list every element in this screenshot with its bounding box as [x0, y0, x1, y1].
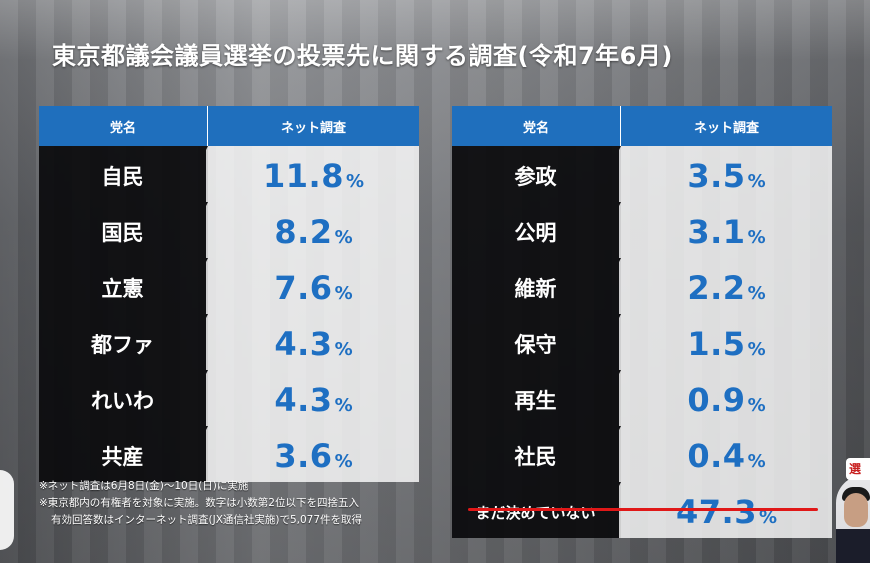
header-party: 党名: [452, 106, 621, 146]
survey-value: 4.3%: [208, 314, 419, 370]
table-row: 保守 1.5%: [452, 314, 832, 370]
value-number: 0.4: [687, 437, 746, 475]
value-number: 7.6: [274, 269, 333, 307]
percent-sign: %: [747, 395, 766, 416]
party-name: 参政: [452, 146, 621, 202]
value-number: 0.9: [687, 381, 746, 419]
percent-sign: %: [747, 451, 766, 472]
survey-value: 11.8%: [208, 146, 419, 202]
footnote: 有効回答数はインターネット調査(JX通信社実施)で5,077件を取得: [51, 514, 363, 526]
percent-sign: %: [747, 171, 766, 192]
percent-sign: %: [334, 339, 353, 360]
percent-sign: %: [747, 283, 766, 304]
header-survey: ネット調査: [208, 106, 419, 146]
value-number: 4.3: [274, 325, 333, 363]
value-number: 3.6: [274, 437, 333, 475]
percent-sign: %: [334, 451, 353, 472]
party-name: 都ファ: [39, 314, 208, 370]
survey-value: 3.6%: [208, 426, 419, 482]
footnote: ※東京都内の有権者を対象に実施。数字は小数第2位以下を四捨五入: [39, 497, 359, 509]
survey-value: 8.2%: [208, 202, 419, 258]
party-name: 社民: [452, 426, 621, 482]
table-row: 自民 11.8%: [39, 146, 419, 202]
value-number: 11.8: [263, 157, 344, 195]
value-number: 2.2: [687, 269, 746, 307]
survey-value: 0.9%: [621, 370, 832, 426]
highlight-underline: [468, 508, 818, 511]
survey-value: 7.6%: [208, 258, 419, 314]
percent-sign: %: [747, 227, 766, 248]
table-row: 立憲 7.6%: [39, 258, 419, 314]
table-row: 維新 2.2%: [452, 258, 832, 314]
percent-sign: %: [747, 339, 766, 360]
party-name: 再生: [452, 370, 621, 426]
results-table-left: 党名 ネット調査 自民 11.8% 国民 8.2% 立憲 7.6% 都ファ 4.…: [39, 106, 419, 482]
value-number: 3.5: [687, 157, 746, 195]
results-table-right: 党名 ネット調査 参政 3.5% 公明 3.1% 維新 2.2% 保守 1.5%…: [452, 106, 832, 538]
survey-value: 1.5%: [621, 314, 832, 370]
page-title: 東京都議会議員選挙の投票先に関する調査(令和7年6月): [52, 42, 673, 70]
party-name: 自民: [39, 146, 208, 202]
survey-value: 3.5%: [621, 146, 832, 202]
table-row: 都ファ 4.3%: [39, 314, 419, 370]
percent-sign: %: [334, 395, 353, 416]
footnotes: ※ネット調査は6月8日(金)～10日(日)に実施 ※東京都内の有権者を対象に実施…: [39, 478, 362, 529]
percent-sign: %: [334, 283, 353, 304]
value-number: 8.2: [274, 213, 333, 251]
table-row: 再生 0.9%: [452, 370, 832, 426]
survey-value: 4.3%: [208, 370, 419, 426]
party-name: 立憲: [39, 258, 208, 314]
party-name: 共産: [39, 426, 208, 482]
party-name: 保守: [452, 314, 621, 370]
party-name: れいわ: [39, 370, 208, 426]
table-row: 社民 0.4%: [452, 426, 832, 482]
table-row: 参政 3.5%: [452, 146, 832, 202]
table-row: れいわ 4.3%: [39, 370, 419, 426]
header-party: 党名: [39, 106, 208, 146]
party-name: 国民: [39, 202, 208, 258]
value-number: 1.5: [687, 325, 746, 363]
presenter-image: [836, 475, 870, 563]
survey-value: 0.4%: [621, 426, 832, 482]
party-name: 維新: [452, 258, 621, 314]
left-edge-graphic: [0, 470, 14, 550]
percent-sign: %: [334, 227, 353, 248]
party-name: 公明: [452, 202, 621, 258]
survey-value: 3.1%: [621, 202, 832, 258]
table-row: 公明 3.1%: [452, 202, 832, 258]
table-row: 国民 8.2%: [39, 202, 419, 258]
footnote: ※ネット調査は6月8日(金)～10日(日)に実施: [39, 480, 249, 492]
percent-sign: %: [345, 171, 364, 192]
channel-logo: 選挙: [846, 458, 870, 480]
value-number: 3.1: [687, 213, 746, 251]
value-number: 4.3: [274, 381, 333, 419]
percent-sign: %: [758, 507, 777, 528]
value-number: 47.3: [676, 493, 757, 531]
header-survey: ネット調査: [621, 106, 832, 146]
survey-value: 2.2%: [621, 258, 832, 314]
logo-text: 選挙: [849, 462, 862, 476]
presenter-suit: [836, 529, 870, 563]
presenter-head: [844, 493, 868, 527]
table-row: 共産 3.6%: [39, 426, 419, 482]
